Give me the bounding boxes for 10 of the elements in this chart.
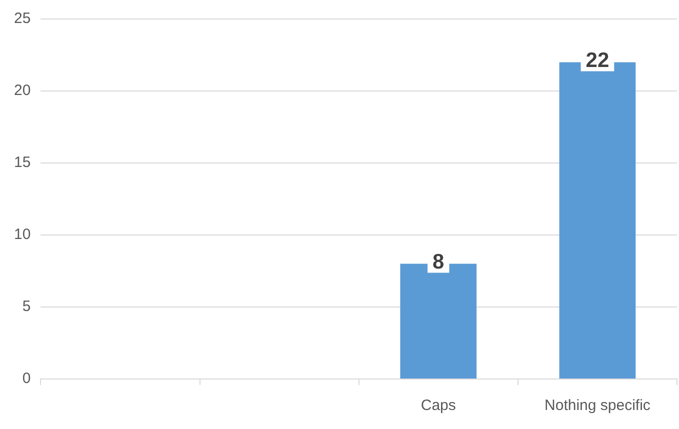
x-tick-label: Nothing specific — [544, 397, 651, 414]
y-tick-label: 10 — [14, 226, 31, 244]
y-tick-label: 25 — [14, 10, 31, 28]
y-tick-label: 20 — [14, 82, 31, 100]
data-label: 8 — [432, 250, 445, 274]
y-tick-label: 5 — [22, 298, 31, 316]
y-tick-label: 0 — [22, 370, 31, 388]
data-label: 22 — [586, 48, 610, 72]
x-tick-label: Caps — [420, 397, 456, 414]
y-tick-label: 15 — [14, 154, 31, 172]
